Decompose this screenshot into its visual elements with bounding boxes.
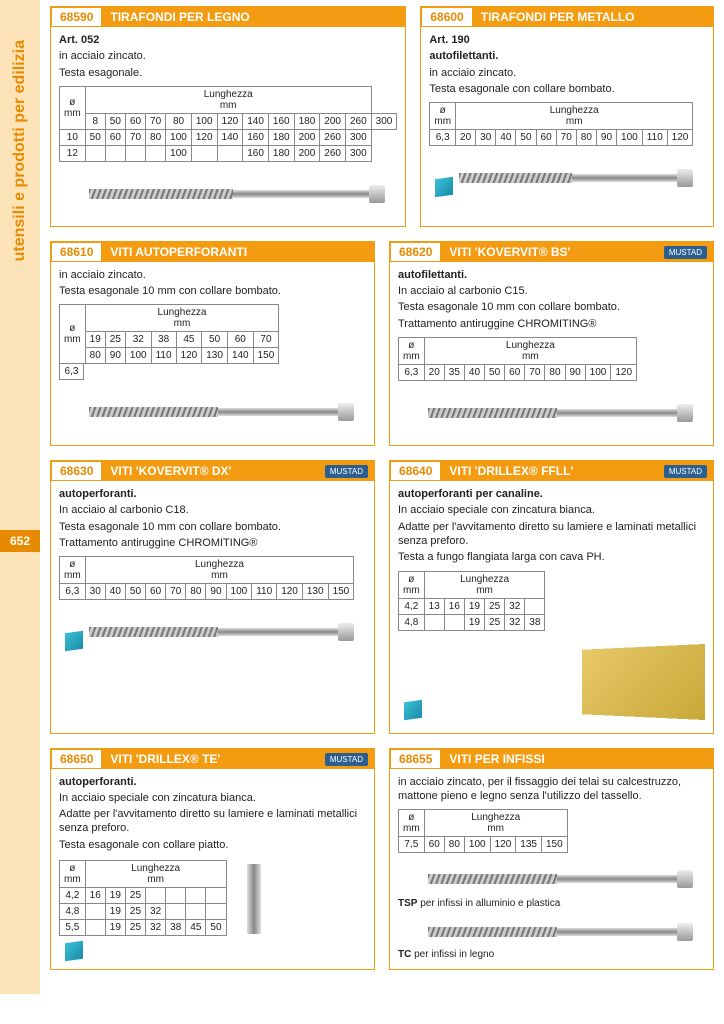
screw-icon	[428, 409, 685, 417]
screw-icon	[428, 875, 685, 883]
content: 68590TIRAFONDI PER LEGNO Art. 052 in acc…	[40, 0, 724, 994]
card-68655: 68655VITI PER INFISSI in acciaio zincato…	[389, 748, 714, 971]
package-icon	[65, 631, 83, 652]
card-68590: 68590TIRAFONDI PER LEGNO Art. 052 in acc…	[50, 6, 406, 227]
package-icon	[404, 699, 422, 720]
brand-badge: MUSTAD	[664, 246, 707, 259]
channel-illustration	[582, 643, 705, 719]
screw-icon	[89, 190, 377, 198]
card-68620: 68620VITI 'KOVERVIT® BS' MUSTAD autofile…	[389, 241, 714, 446]
screw-icon	[89, 408, 346, 416]
brand-badge: MUSTAD	[325, 753, 368, 766]
brand-badge: MUSTAD	[664, 465, 707, 478]
sidebar: utensili e prodotti per edilizia 652	[0, 0, 40, 994]
package-icon	[435, 177, 453, 198]
spec-table: ømmLunghezzamm 6,32030405060708090100110…	[429, 102, 693, 146]
package-icon	[65, 941, 83, 962]
screw-icon	[459, 174, 685, 182]
spec-table: ømmLunghezzamm 8506070801001201401601802…	[59, 86, 397, 162]
card-68600: 68600TIRAFONDI PER METALLO Art. 190 auto…	[420, 6, 714, 227]
category-label: utensili e prodotti per edilizia	[11, 0, 29, 301]
code: 68590	[51, 7, 102, 27]
card-68630: 68630VITI 'KOVERVIT® DX' MUSTAD autoperf…	[50, 460, 375, 733]
page-number: 652	[0, 530, 40, 552]
card-68610: 68610VITI AUTOPERFORANTI in acciaio zinc…	[50, 241, 375, 446]
title: TIRAFONDI PER LEGNO	[102, 7, 257, 27]
brand-badge: MUSTAD	[325, 465, 368, 478]
screw-icon	[428, 928, 685, 936]
screw-icon	[89, 628, 346, 636]
screw-vertical-icon	[247, 864, 261, 934]
card-68640: 68640VITI 'DRILLEX® FFLL' MUSTAD autoper…	[389, 460, 714, 733]
card-68650: 68650VITI 'DRILLEX® TE' MUSTAD autoperfo…	[50, 748, 375, 971]
